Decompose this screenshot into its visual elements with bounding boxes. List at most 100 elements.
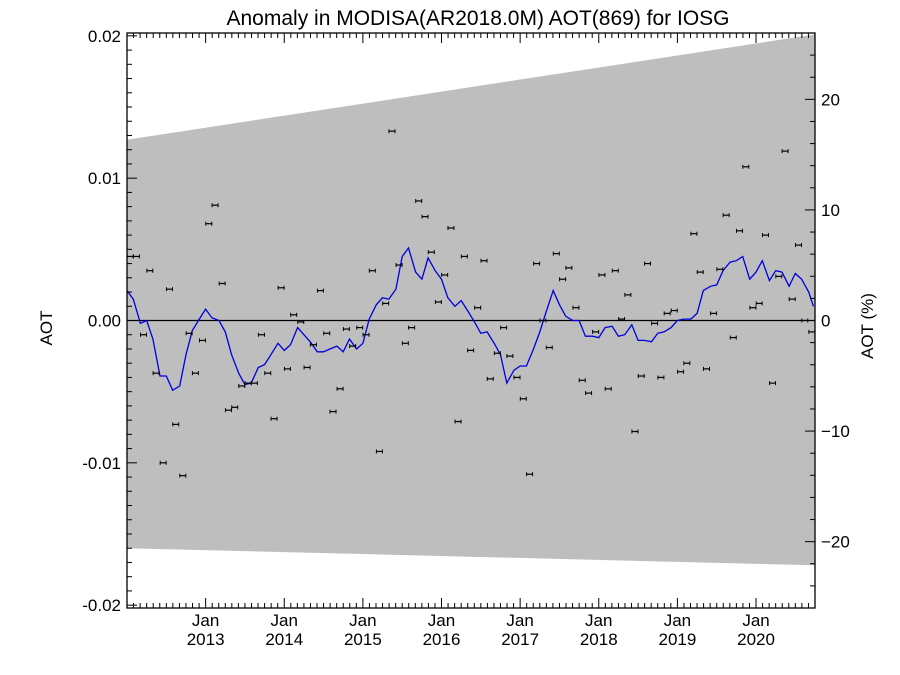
data-point [165, 287, 173, 292]
data-point [257, 332, 265, 337]
x-tick-label-month: Jan [664, 611, 691, 630]
data-point [683, 361, 691, 366]
data-point [179, 473, 187, 478]
data-point [775, 274, 783, 279]
data-point [336, 386, 344, 391]
data-point [270, 416, 278, 421]
x-tick-label-month: Jan [428, 611, 455, 630]
data-point [585, 391, 593, 396]
data-point [611, 268, 619, 273]
data-point [427, 250, 435, 255]
data-point [592, 329, 600, 334]
data-point [565, 265, 573, 270]
data-point [356, 325, 364, 330]
y-axis-label-right: AOT (%) [858, 293, 877, 359]
data-point [637, 374, 645, 379]
data-point [211, 203, 219, 208]
data-point [231, 405, 239, 410]
data-point [290, 312, 298, 317]
y-tick-label-left: -0.02 [82, 596, 121, 615]
x-tick-label-year: 2016 [423, 630, 461, 649]
data-point [677, 369, 685, 374]
labels-layer: Anomaly in MODISA(AR2018.0M) AOT(869) fo… [37, 7, 877, 649]
data-point [742, 164, 750, 169]
data-point [644, 261, 652, 266]
data-point [552, 251, 560, 256]
data-point [657, 375, 665, 380]
y-tick-label-right: −10 [821, 422, 850, 441]
running-mean-line [126, 246, 815, 392]
data-point [493, 351, 501, 356]
data-point [303, 365, 311, 370]
data-point [277, 285, 285, 290]
y-axis-label-left: AOT [37, 311, 56, 346]
x-tick-label-month: Jan [506, 611, 533, 630]
y-tick-label-right: 0 [821, 312, 830, 331]
data-point [526, 472, 534, 477]
data-point [749, 305, 757, 310]
data-point [474, 305, 482, 310]
data-point [722, 213, 730, 218]
x-tick-label-year: 2020 [737, 630, 775, 649]
data-point [415, 198, 423, 203]
uncertainty-band [127, 34, 815, 566]
data-point [146, 268, 154, 273]
data-point [533, 261, 541, 266]
data-point [205, 221, 213, 226]
data-point [447, 225, 455, 230]
data-point [368, 268, 376, 273]
data-point [631, 429, 639, 434]
data-point [467, 348, 475, 353]
data-point [651, 321, 659, 326]
y-tick-label-right: 10 [821, 201, 840, 220]
data-point [421, 214, 429, 219]
data-point [382, 301, 390, 306]
data-point [545, 345, 553, 350]
data-point [539, 318, 547, 323]
data-point [218, 281, 226, 286]
data-point [309, 342, 317, 347]
data-point [794, 243, 802, 248]
data-point [519, 396, 527, 401]
data-point [702, 366, 710, 371]
data-point [454, 419, 462, 424]
data-point [598, 272, 606, 277]
y-tick-label-left: -0.01 [82, 454, 121, 473]
data-point [618, 317, 626, 322]
data-point [670, 308, 678, 313]
data-point [559, 277, 567, 282]
data-point [250, 381, 258, 386]
data-point [696, 270, 704, 275]
data-point [716, 267, 724, 272]
axes-layer [126, 32, 816, 609]
uncertainty-band-layer [127, 34, 815, 566]
data-point [624, 292, 632, 297]
data-point [788, 297, 796, 302]
data-point [152, 371, 160, 376]
data-point [198, 338, 206, 343]
data-point [395, 262, 403, 267]
x-tick-label-year: 2017 [501, 630, 539, 649]
data-point [755, 301, 763, 306]
data-point [159, 460, 167, 465]
x-tick-label-month: Jan [742, 611, 769, 630]
data-point [460, 254, 468, 259]
data-point [486, 376, 494, 381]
y-tick-label-right: 20 [821, 90, 840, 109]
data-point [513, 375, 521, 380]
data-point [191, 371, 199, 376]
x-tick-label-month: Jan [585, 611, 612, 630]
data-point [736, 228, 744, 233]
data-point [500, 325, 508, 330]
data-point [140, 332, 148, 337]
data-point [480, 258, 488, 263]
data-point [323, 331, 331, 336]
x-tick-label-year: 2019 [658, 630, 696, 649]
data-point [342, 327, 350, 332]
x-tick-label-month: Jan [271, 611, 298, 630]
y-tick-label-left: 0.00 [88, 312, 121, 331]
data-point [362, 332, 370, 337]
data-point [663, 311, 671, 316]
monthly-points-layer [126, 129, 816, 478]
data-point [349, 344, 357, 349]
